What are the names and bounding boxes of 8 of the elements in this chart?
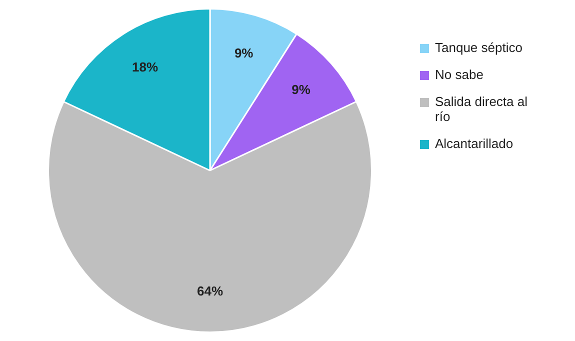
data-label: 64% [196, 283, 224, 298]
legend-label: No sabe [435, 67, 484, 82]
data-label: 18% [132, 60, 158, 75]
legend-label: Salida directa al río [435, 94, 528, 124]
data-label: 9% [234, 46, 254, 61]
data-label: 9% [292, 82, 311, 97]
legend-label: Alcantarillado [435, 136, 514, 151]
legend-label: Tanque séptico [435, 40, 524, 55]
